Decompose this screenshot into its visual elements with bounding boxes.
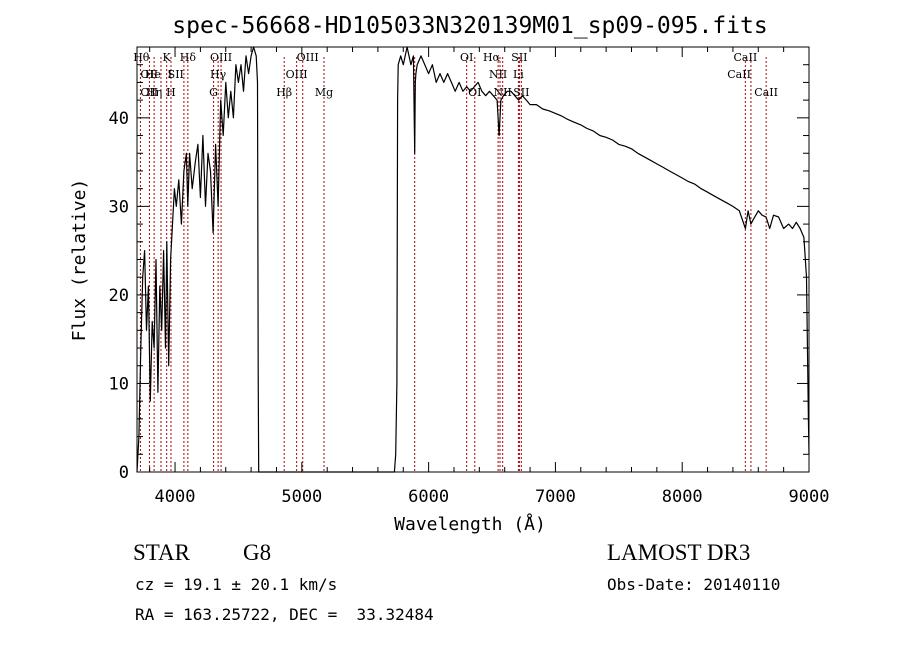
spectral-line-label: SII [168,68,184,81]
x-tick-label: 4000 [155,487,196,507]
spectral-line-label: Hδ [180,51,197,64]
redshift-velocity: cz = 19.1 ± 20.1 km/s [135,575,338,594]
x-tick-label: 5000 [281,487,322,507]
object-subclass: G8 [243,540,272,565]
spectral-line-label: I [168,68,172,81]
x-axis-ticks: 4000 5000 6000 7000 8000 9000 [149,47,830,507]
spectral-line-label: OII [140,86,158,99]
spectral-line-label: CaII [754,86,778,99]
y-tick-label: 10 [109,374,129,394]
spectral-line-label: Hγ [210,68,227,81]
spectrum-line [136,46,810,473]
y-axis-ticks: 0 10 20 30 40 [109,64,809,483]
spectral-line-label: OIII [286,68,308,81]
spectral-line-label: OI [468,86,481,99]
spectral-line-label: SII [511,51,527,64]
x-tick-label: 8000 [662,487,703,507]
spectral-line-label: H [166,86,176,99]
x-axis-label: Wavelength (Å) [394,513,546,535]
survey-name: LAMOST DR3 [607,540,751,565]
x-tick-label: 7000 [535,487,576,507]
x-tick-label: 9000 [789,487,830,507]
spectral-line-label: NII [494,86,512,99]
y-tick-label: 40 [109,109,129,129]
spectral-line-label: Hη [146,86,162,99]
spectral-line-label: Hβ [276,86,292,99]
spectral-line-label: G [209,86,218,99]
spectral-line-label: CaII [727,68,751,81]
spectral-line-label: OII [140,68,158,81]
spectrum-series [136,46,810,473]
spectral-line-label: OI [460,51,473,64]
y-axis-label: Flux (relative) [69,179,90,342]
spectral-line-label: NII [489,68,507,81]
spectral-line-label: Hα [483,51,501,64]
observation-date: Obs-Date: 20140110 [607,575,781,594]
x-tick-label: 6000 [408,487,449,507]
spectral-line-label: He [145,68,161,81]
spectral-line-label: K [163,51,172,64]
chart-title: spec-56668-HD105033N320139M01_sp09-095.f… [172,13,767,39]
y-tick-label: 30 [109,197,129,217]
spectral-line-label: OIII [297,51,319,64]
spectral-line-label: SII [513,86,529,99]
spectral-line-label: OIII [210,51,232,64]
spectral-line-label: Hθ [133,51,150,64]
coordinates: RA = 163.25722, DEC = 33.32484 [135,605,434,624]
spectral-line-label: Mg [315,86,333,99]
spectral-line-markers [139,57,767,472]
plot-frame [136,46,810,473]
object-class: STAR [133,540,190,565]
spectral-line-label: Li [513,68,524,81]
spectral-line-label: CaII [734,51,758,64]
y-tick-label: 20 [109,286,129,306]
y-tick-label: 0 [119,463,129,483]
